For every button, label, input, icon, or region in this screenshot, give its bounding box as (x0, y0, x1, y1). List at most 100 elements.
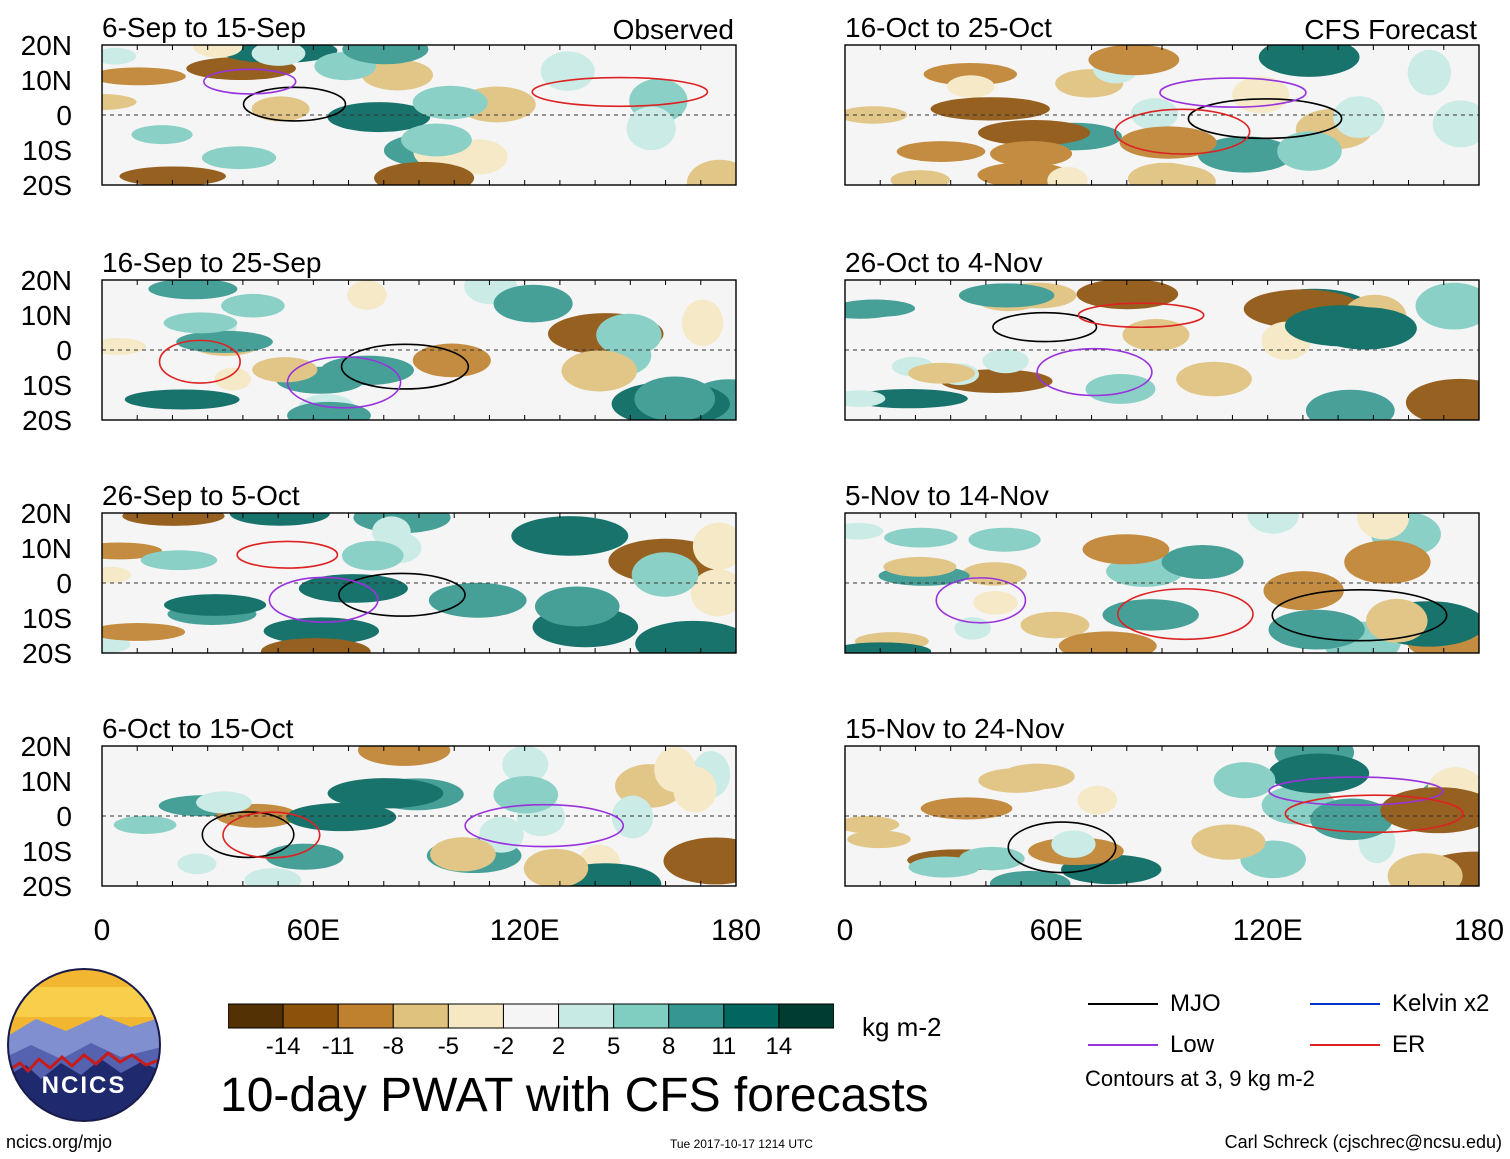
anomaly-blob (140, 550, 218, 571)
lat-label: 20S (22, 871, 72, 902)
anomaly-blob (845, 642, 932, 653)
colorbar-tick-label: 14 (765, 1033, 793, 1060)
colorbar-tick-label: 2 (551, 1033, 566, 1060)
anomaly-blob (124, 389, 240, 410)
lat-label: 0 (56, 335, 72, 366)
anomaly-blob (113, 815, 177, 834)
lat-label: 10N (21, 766, 72, 797)
anomaly-blob (148, 280, 238, 300)
anomaly-field (113, 746, 736, 886)
anomaly-blob (635, 620, 736, 653)
lon-label: 0 (837, 914, 854, 947)
colorbar-tick-label: 8 (662, 1033, 676, 1060)
panel-0-2: 26-Sep to 5-Oct 20N 10N 0 10S 20S (21, 480, 737, 669)
anomaly-blob (534, 586, 620, 627)
anomaly-blob (690, 569, 736, 617)
panel-period-label: 26-Sep to 5-Oct (102, 480, 300, 511)
lat-label: 10N (21, 300, 72, 331)
anomaly-blob (265, 843, 344, 870)
contour-low (1036, 347, 1153, 397)
legend-er: ER (1310, 1031, 1425, 1059)
anomaly-blob (930, 97, 1050, 121)
contour-mjo (992, 311, 1098, 343)
figure-title: 10-day PWAT with CFS forecasts (220, 1069, 929, 1122)
lat-label: 20N (21, 30, 72, 61)
lat-label: 10S (22, 603, 72, 634)
legend-low-label: Low (1170, 1031, 1215, 1058)
contours (935, 577, 1448, 642)
colorbar-swatch (558, 1003, 615, 1029)
lon-label: 60E (1030, 914, 1083, 947)
colorbar-labels: -14 -11 -8 -5 -2 2 5 8 11 14 (228, 1033, 888, 1063)
legend-kelvin-swatch (1310, 1003, 1380, 1005)
anomaly-blob (357, 746, 451, 766)
anomaly-blob (1127, 162, 1203, 185)
anomaly-blob (327, 102, 431, 133)
panel-0-3: 6-Oct to 15-Oct 20N 10N 0 10S 20S (21, 713, 737, 902)
anomaly-blob (989, 870, 1071, 886)
anomaly-blob (102, 67, 186, 86)
colorbar-swatch (282, 1003, 339, 1029)
lat-label: 10S (22, 135, 72, 166)
column-header: CFS Forecast (1304, 14, 1477, 45)
contour-er (1114, 108, 1251, 155)
lat-label: 20N (21, 731, 72, 762)
anomaly-blob (502, 746, 549, 784)
anomaly-field (845, 513, 1479, 653)
lat-label: 20N (21, 265, 72, 296)
anomaly-blob (1197, 136, 1294, 173)
colorbar-tick-label: 5 (606, 1033, 621, 1060)
anomaly-blob (102, 566, 132, 584)
column-header: Observed (613, 14, 734, 45)
footer-timestamp: Tue 2017-10-17 1214 UTC (670, 1137, 813, 1151)
anomaly-blob (428, 582, 527, 618)
anomaly-blob (523, 848, 589, 886)
panel-period-label: 16-Sep to 25-Sep (102, 247, 322, 278)
anomaly-blob (102, 636, 131, 653)
legend-low-swatch (1088, 1044, 1158, 1046)
lon-label: 120E (490, 914, 560, 947)
contour-er (158, 339, 241, 384)
anomaly-blob (626, 106, 676, 151)
contour-er (531, 76, 709, 108)
anomaly-blob (374, 161, 475, 185)
anomaly-blob (342, 45, 429, 65)
anomaly-blob (845, 390, 886, 407)
anomaly-blob (654, 747, 696, 793)
anomaly-blob (251, 45, 306, 66)
anomaly-blob (361, 59, 434, 91)
panel-0-1: 16-Sep to 25-Sep 20N 10N 0 10S 20S (21, 247, 737, 436)
anomaly-blob (1077, 785, 1118, 815)
anomaly-blob (1387, 853, 1463, 886)
anomaly-blob (1263, 571, 1344, 611)
anomaly-blob (1051, 830, 1096, 858)
panel-0-0: 6-Sep to 15-Sep Observed 20N 10N 0 10S 20S (21, 12, 737, 201)
contour-mjo (242, 86, 347, 122)
contour-mjo (340, 343, 470, 390)
anomaly-blob (1122, 319, 1190, 351)
anomaly-field (845, 45, 1479, 185)
contours (1114, 77, 1343, 155)
colorbar-swatch (337, 1003, 394, 1029)
anomaly-blob (946, 75, 995, 98)
anomaly-blob (1082, 534, 1170, 565)
anomaly-blob (847, 830, 911, 849)
colorbar (228, 1003, 834, 1029)
colorbar-swatch (668, 1003, 725, 1029)
colorbar-units: kg m-2 (862, 1012, 942, 1042)
anomaly-blob (341, 540, 404, 571)
lat-label: 20S (22, 405, 72, 436)
anomaly-blob (1405, 378, 1479, 420)
anomaly-blob (973, 590, 1018, 615)
contour-low (1159, 77, 1307, 108)
anomaly-blob (1344, 540, 1431, 584)
ncics-logo: NCICS (7, 968, 161, 1122)
legend-kelvin-label: Kelvin x2 (1392, 990, 1490, 1017)
legend-mjo-label: MJO (1170, 990, 1221, 1017)
anomaly-blob (978, 768, 1055, 793)
footer-url[interactable]: ncics.org/mjo (6, 1132, 113, 1152)
anomaly-blob (1366, 598, 1428, 643)
anomaly-blob (1085, 373, 1156, 404)
colorbar-swatch (723, 1003, 780, 1029)
contour-low (935, 577, 1027, 624)
